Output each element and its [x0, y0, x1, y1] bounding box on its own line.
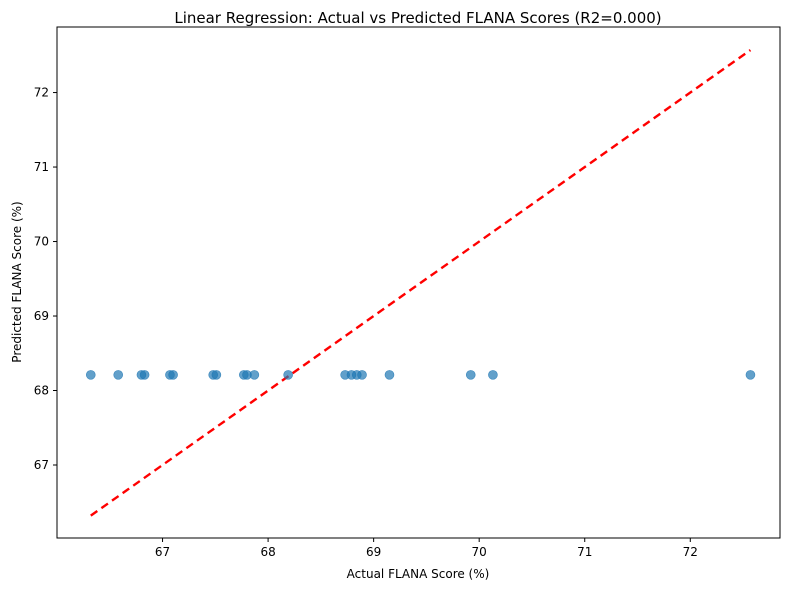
x-tick-label: 72 — [683, 545, 698, 559]
x-tick-label: 71 — [577, 545, 592, 559]
data-point — [357, 370, 367, 380]
points-layer — [85, 370, 756, 380]
plot-background — [57, 27, 780, 538]
x-tick-label: 68 — [260, 545, 275, 559]
data-point — [384, 370, 395, 380]
x-axis-label: Actual FLANA Score (%) — [347, 567, 490, 581]
perfect-prediction-line — [90, 49, 752, 517]
y-axis: 67 68 69 70 71 72 — [34, 86, 57, 472]
plot-frame — [56, 26, 781, 539]
x-axis: 67 68 69 70 71 72 — [155, 538, 698, 559]
data-point — [488, 370, 498, 380]
y-tick-label: 72 — [34, 86, 49, 100]
y-tick-label: 68 — [34, 384, 49, 398]
y-tick-label: 67 — [34, 458, 49, 472]
data-point — [113, 370, 124, 380]
y-axis-label: Predicted FLANA Score (%) — [10, 201, 24, 362]
data-point — [168, 370, 178, 380]
x-tick-label: 69 — [366, 545, 381, 559]
data-point — [211, 370, 222, 380]
data-point — [283, 370, 293, 380]
y-tick-label: 70 — [34, 235, 49, 249]
data-point — [249, 370, 260, 380]
y-tick-label: 71 — [34, 160, 49, 174]
reference-line-layer — [90, 49, 752, 517]
data-point — [465, 370, 476, 380]
data-point — [85, 370, 96, 380]
plot-area — [56, 26, 781, 539]
x-tick-label: 67 — [155, 545, 170, 559]
data-point — [139, 370, 150, 380]
chart-title: Linear Regression: Actual vs Predicted F… — [174, 9, 661, 27]
data-point — [745, 370, 756, 380]
y-tick-label: 69 — [34, 309, 49, 323]
x-tick-label: 70 — [472, 545, 487, 559]
